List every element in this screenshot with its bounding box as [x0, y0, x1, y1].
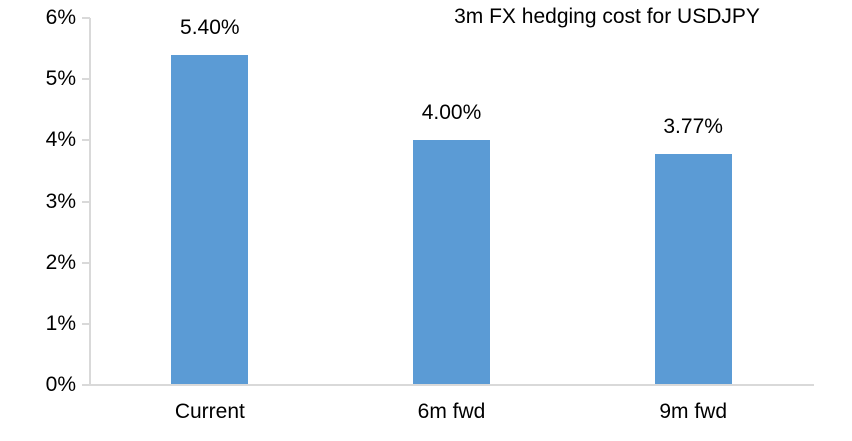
bar-6m-fwd: [413, 140, 490, 385]
y-axis-tick-label: 2%: [45, 250, 76, 274]
y-axis-tick-mark: [82, 78, 90, 81]
y-axis-tick-mark: [82, 322, 90, 325]
chart-title: 3m FX hedging cost for USDJPY: [454, 5, 760, 28]
data-label-current: 5.40%: [180, 15, 240, 39]
y-axis-tick-label: 6%: [45, 6, 76, 29]
category-label-current: Current: [174, 400, 245, 423]
y-axis-tick-mark: [82, 139, 90, 142]
bar-current: [171, 54, 249, 385]
y-axis-tick-label: 1%: [45, 311, 76, 335]
x-axis-line: [82, 384, 814, 386]
y-axis-tick-label: 4%: [45, 128, 76, 152]
y-axis-tick-label: 5%: [45, 67, 76, 91]
category-label-9m-fwd: 9m fwd: [659, 400, 727, 423]
y-axis-tick-mark: [82, 17, 90, 19]
data-label-9m-fwd: 3.77%: [663, 115, 723, 139]
y-axis-tick-mark: [82, 200, 90, 203]
data-label-6m-fwd: 4.00%: [421, 101, 482, 125]
y-axis-tick-label: 0%: [45, 373, 76, 396]
y-axis-line: [89, 18, 91, 385]
category-label-6m-fwd: 6m fwd: [417, 400, 486, 423]
y-axis-tick-label: 3%: [45, 189, 76, 213]
bar-9m-fwd: [654, 154, 732, 385]
y-axis-tick-mark: [82, 261, 90, 264]
